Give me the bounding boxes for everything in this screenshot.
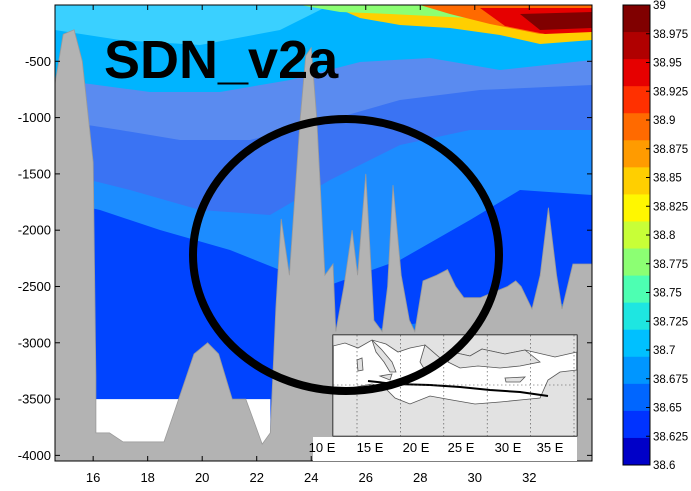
x-tick-label: 18 [140,470,154,485]
colorbar: 39 38.975 38.95 38.925 38.9 38.875 38.85 38.825… [622,0,688,472]
colorbar-label: 38.625 [653,431,688,443]
inset-cyprus [504,376,527,383]
inset-x-tick-label: 20 E [403,440,430,455]
colorbar-segment [623,329,650,358]
x-tick-label: 28 [413,470,427,485]
colorbar-label: 38.95 [653,58,682,70]
colorbar-segment [623,5,650,33]
inset-map: 10 E 15 E 20 E 25 E 30 E 35 E [309,334,578,461]
colorbar-label: 38.725 [653,316,688,328]
y-tick-label: -4000 [18,448,51,463]
colorbar-label: 38.9 [653,115,675,127]
x-tick-label: 22 [249,470,263,485]
colorbar-label: 38.775 [653,259,688,271]
colorbar-segment [623,356,650,385]
x-tick-label: 30 [468,470,482,485]
colorbar-label: 38.65 [653,403,682,415]
colorbar-segment [623,410,650,439]
colorbar-segment [623,113,650,141]
inset-sicily [378,373,393,381]
colorbar-segment [623,302,650,331]
inset-sardinia [356,357,364,372]
chart-title: SDN_v2a [104,30,339,90]
y-tick-label: -3000 [18,335,51,350]
inset-x-tick-label: 25 E [448,440,475,455]
x-tick-label: 26 [359,470,373,485]
y-tick-label: -2000 [18,223,51,238]
highlight-ellipse [189,115,503,395]
colorbar-label: 38.85 [653,173,682,185]
inset-turkey [447,348,541,369]
y-tick-label: -1000 [18,110,51,125]
colorbar-segment [623,32,650,60]
colorbar-segment [623,383,650,412]
y-tick-label: -500 [25,54,51,69]
colorbar-label: 38.825 [653,201,688,213]
field-surface-darkred [520,12,592,30]
inset-italy [371,339,397,373]
colorbar-label: 38.75 [653,288,682,300]
colorbar-label: 38.675 [653,374,688,386]
colorbar-label: 38.8 [653,230,675,242]
colorbar-segment [623,221,650,250]
inset-x-tick-label: 10 E [309,440,336,455]
colorbar-segment [623,248,650,277]
x-tick-label: 16 [86,470,100,485]
colorbar-label: 39 [653,0,666,12]
y-tick-label: -3500 [18,392,51,407]
inset-x-tick-label: 15 E [357,440,384,455]
y-axis: -500 -1000 -1500 -2000 -2500 -3000 -3500 -4000 [18,54,592,463]
colorbar-segment [623,275,650,304]
colorbar-segment [623,86,650,114]
x-axis: 16 18 20 22 24 26 28 30 32 [86,5,537,485]
field-surface-cyan [55,5,330,45]
y-tick-label: -2500 [18,279,51,294]
colorbar-label: 38.975 [653,29,688,41]
inset-label-background [313,437,577,461]
colorbar-segment [623,194,650,222]
inset-x-tick-label: 35 E [537,440,564,455]
x-tick-label: 20 [195,470,209,485]
x-tick-label: 24 [304,470,318,485]
inset-x-tick-label: 30 E [495,440,522,455]
colorbar-segment [623,140,650,168]
colorbar-label: 38.925 [653,86,688,98]
colorbar-segment [623,437,650,466]
colorbar-label: 38.7 [653,345,675,357]
colorbar-segment [623,59,650,87]
colorbar-label: 38.875 [653,144,688,156]
colorbar-label: 38.6 [653,460,675,472]
x-tick-label: 32 [522,470,536,485]
colorbar-segment [623,167,650,195]
y-tick-label: -1500 [18,166,51,181]
